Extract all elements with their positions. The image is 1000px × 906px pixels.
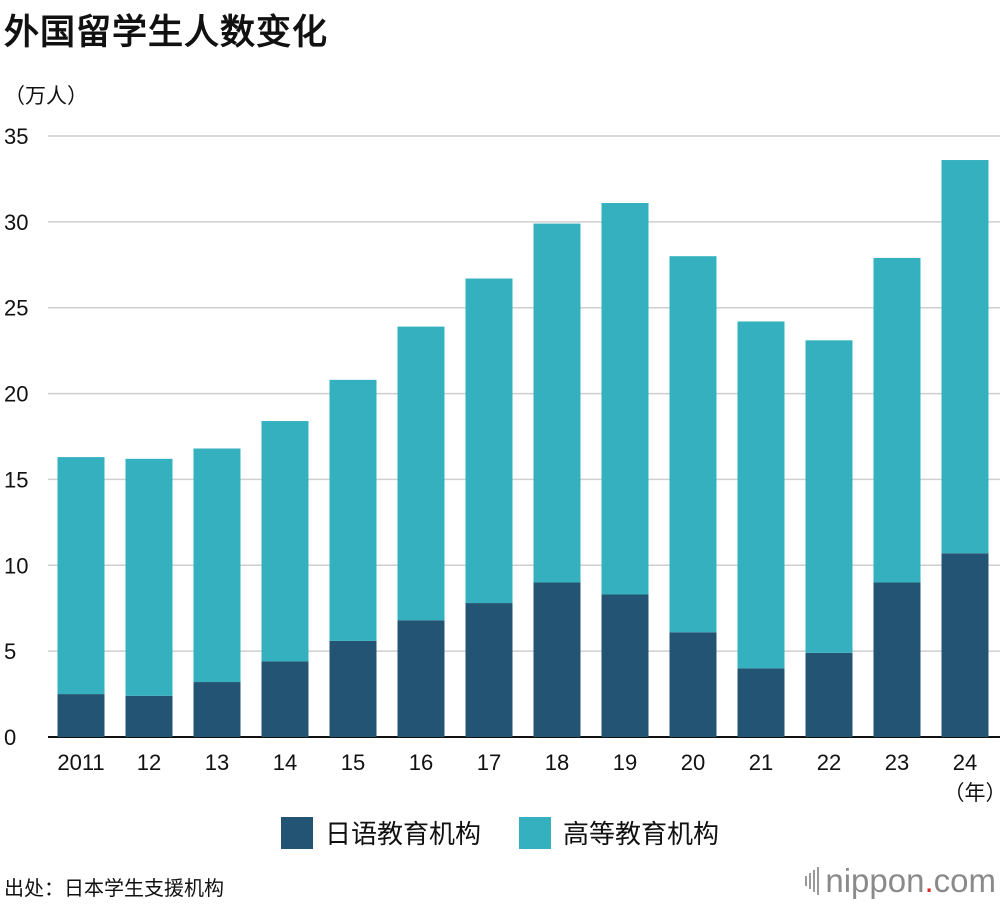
bar-japanese-24 xyxy=(941,553,989,737)
y-tick-label: 10 xyxy=(4,553,28,578)
brand-bars-icon xyxy=(805,867,820,895)
x-tick-label: 14 xyxy=(273,750,297,775)
bar-higher-22 xyxy=(805,340,853,653)
bar-higher-16 xyxy=(397,326,445,621)
chart-title: 外国留学生人数变化 xyxy=(4,13,329,53)
y-tick-label: 20 xyxy=(4,382,28,407)
x-tick-label: 17 xyxy=(477,750,501,775)
x-tick-label: 13 xyxy=(205,750,229,775)
x-tick-label: 20 xyxy=(681,750,705,775)
brand-logo: nippon.com xyxy=(805,862,996,900)
x-axis-unit: （年） xyxy=(944,781,1000,805)
legend: 日语教育机构 高等教育机构 xyxy=(0,814,1000,851)
bar-japanese-22 xyxy=(805,652,853,737)
y-tick-label: 15 xyxy=(4,467,28,492)
x-tick-label: 21 xyxy=(749,750,773,775)
x-tick-label: 19 xyxy=(613,750,637,775)
y-tick-label: 5 xyxy=(4,639,16,664)
bar-higher-12 xyxy=(125,458,173,696)
bar-higher-18 xyxy=(533,223,581,583)
x-tick-labels: 2011 12 13 14 15 16 17 18 19 20 21 22 23 24 xyxy=(57,750,977,775)
bar-higher-15 xyxy=(329,379,377,641)
x-tick-label: 23 xyxy=(885,750,909,775)
bar-japanese-16 xyxy=(397,620,445,737)
x-tick-label: 22 xyxy=(817,750,841,775)
bar-higher-14 xyxy=(261,421,309,662)
bars xyxy=(57,160,989,737)
bar-higher-24 xyxy=(941,160,989,554)
source-note: 出处：日本学生支援机构 xyxy=(4,876,224,900)
x-tick-label: 16 xyxy=(409,750,433,775)
x-tick-label: 18 xyxy=(545,750,569,775)
y-tick-label: 35 xyxy=(4,124,28,149)
x-tick-label: 12 xyxy=(137,750,161,775)
bar-higher-2011 xyxy=(57,457,105,695)
bar-higher-19 xyxy=(601,202,649,595)
bar-japanese-18 xyxy=(533,582,581,737)
legend-swatch-japanese xyxy=(280,816,313,849)
bar-japanese-15 xyxy=(329,640,377,737)
bar-japanese-13 xyxy=(193,682,241,737)
y-tick-label: 25 xyxy=(4,296,28,321)
bar-japanese-14 xyxy=(261,661,309,737)
x-tick-label: 2011 xyxy=(57,750,104,775)
y-tick-label: 0 xyxy=(4,725,16,750)
legend-label-higher: 高等教育机构 xyxy=(563,820,720,850)
legend-item-higher: 高等教育机构 xyxy=(519,814,719,851)
bar-higher-23 xyxy=(873,257,921,583)
brand-wordmark: nippon.com xyxy=(825,862,996,899)
bar-higher-17 xyxy=(465,278,513,604)
y-tick-label: 30 xyxy=(4,210,28,235)
bar-higher-13 xyxy=(193,448,241,683)
bar-japanese-17 xyxy=(465,603,513,737)
bar-higher-21 xyxy=(737,321,785,669)
bar-japanese-20 xyxy=(669,632,717,737)
legend-item-japanese: 日语教育机构 xyxy=(280,814,481,851)
gridlines xyxy=(48,135,1000,738)
legend-label-japanese: 日语教育机构 xyxy=(324,820,481,850)
bar-japanese-2011 xyxy=(57,694,105,737)
bar-japanese-23 xyxy=(873,582,921,737)
bar-japanese-21 xyxy=(737,668,785,737)
y-tick-labels: 0 5 10 15 20 25 30 35 xyxy=(4,124,28,750)
legend-swatch-higher xyxy=(519,816,551,849)
x-tick-label: 24 xyxy=(953,750,977,775)
x-tick-label: 15 xyxy=(341,750,365,775)
bar-higher-20 xyxy=(669,256,717,633)
y-axis-unit: （万人） xyxy=(4,84,88,108)
bar-japanese-19 xyxy=(601,594,649,737)
bar-japanese-12 xyxy=(125,695,173,737)
